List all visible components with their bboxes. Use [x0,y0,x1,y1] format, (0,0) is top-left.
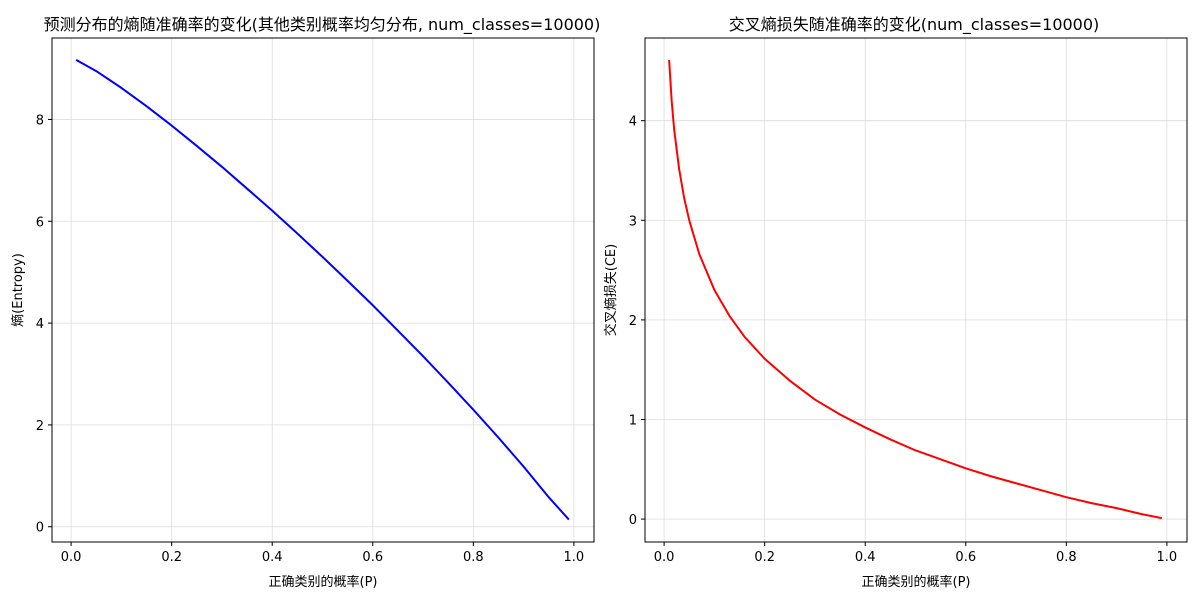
ce-x-tick-label: 0.0 [654,550,675,565]
ce-y-tick-label: 4 [629,115,637,130]
ce-series-line [668,59,1163,520]
entropy-x-tick-label: 1.0 [564,550,585,565]
entropy-x-tick-label: 0.0 [61,550,82,565]
ce-y-tick-label: 2 [629,314,637,329]
ce-y-tick-label: 1 [629,413,637,428]
ce-x-tick-label: 0.4 [855,550,876,565]
ce-plot-frame [644,37,1188,543]
entropy-x-tick-label: 0.4 [262,550,283,565]
ce-x-tick-label: 0.2 [754,550,775,565]
entropy-y-tick-label: 4 [36,317,44,332]
entropy-y-tick-label: 8 [36,113,44,128]
ce-x-tick-label: 0.8 [1056,550,1077,565]
ce-x-tick-label: 0.6 [955,550,976,565]
cross-entropy-chart: 0.0 0.2 0.4 0.6 0.8 1.0 0 1 2 3 4 交叉熵损失随准确率的变化(num_… [603,15,1188,590]
entropy-x-tick-label: 0.6 [362,550,383,565]
entropy-y-tick-label: 6 [36,215,44,230]
entropy-y-tick-label: 2 [36,419,44,434]
entropy-x-tick-label: 0.2 [161,550,182,565]
entropy-chart-title: 预测分布的熵随准确率的变化(其他类别概率均匀分布, num_classes=10… [44,15,601,35]
ce-y-tick-label: 3 [629,214,637,229]
ce-x-tick-label: 1.0 [1157,550,1178,565]
ce-y-tick-label: 0 [629,513,637,528]
ce-x-axis-label: 正确类别的概率(P) [862,574,971,590]
entropy-y-axis-label: 熵(Entropy) [10,253,26,327]
entropy-y-tick-label: 0 [36,521,44,536]
ce-chart-title: 交叉熵损失随准确率的变化(num_classes=10000) [729,15,1100,35]
entropy-chart: 0.0 0.2 0.4 0.6 0.8 1.0 0 2 4 6 8 预测分布的熵随准确率的变化(其他类… [10,15,600,590]
entropy-series-line [75,59,570,521]
entropy-plot-frame [51,37,595,543]
entropy-x-axis-label: 正确类别的概率(P) [269,574,378,590]
entropy-x-tick-label: 0.8 [463,550,484,565]
ce-y-axis-label: 交叉熵损失(CE) [603,244,619,336]
